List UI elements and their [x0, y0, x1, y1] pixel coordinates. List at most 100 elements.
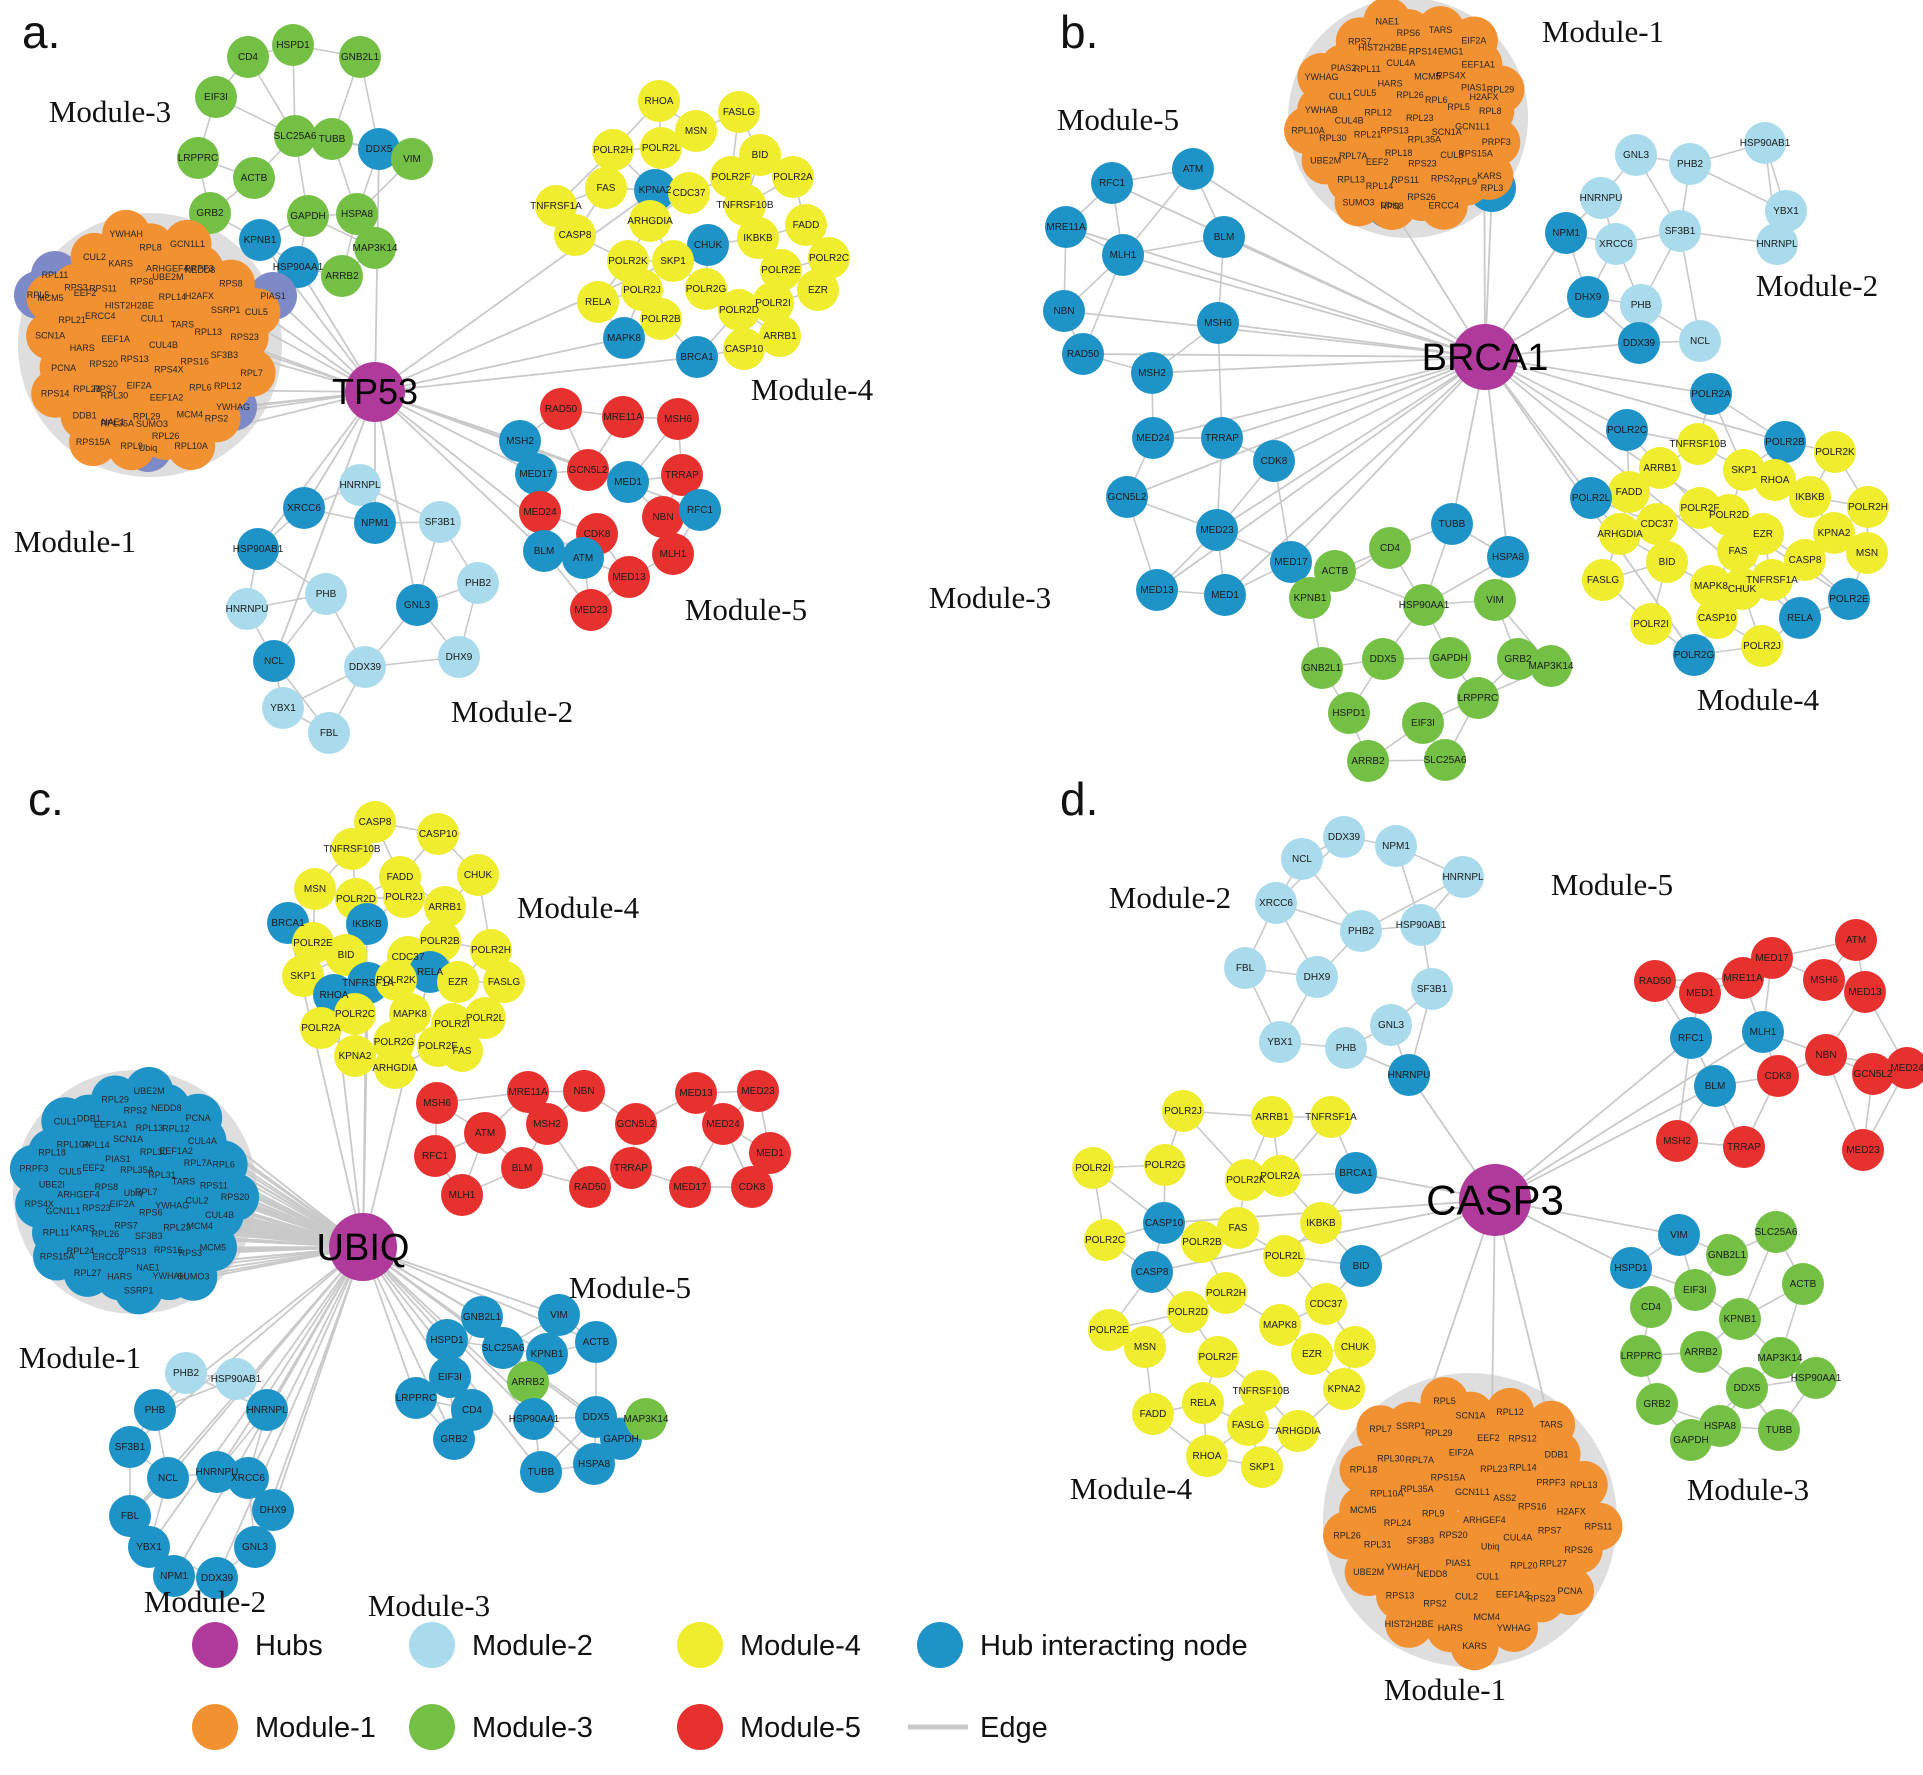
gene-node	[109, 1426, 151, 1468]
gene-node-label: HSPD1	[430, 1335, 464, 1346]
hub-edge	[374, 391, 545, 552]
gene-node-label: BRCA1	[680, 352, 714, 363]
gene-node-label: ARHGDIA	[1597, 529, 1643, 540]
gene-node	[1181, 1221, 1223, 1263]
gene-node	[1284, 106, 1333, 155]
gene-node	[26, 311, 75, 360]
gene-node-label: YBX1	[136, 1542, 162, 1553]
gene-node-label: SF3B3	[1407, 1535, 1435, 1545]
gene-node-label: RPS2	[205, 413, 229, 423]
gene-node-label: RPS4X	[154, 365, 184, 375]
gene-node-label: NPM1	[160, 1571, 188, 1582]
gene-node	[1084, 1219, 1126, 1261]
gene-node	[1328, 692, 1370, 734]
gene-node-label: CHUK	[464, 870, 493, 881]
gene-node-label: SUMO3	[136, 419, 168, 429]
module-title: Module-4	[517, 890, 640, 925]
legend-label: Module-2	[472, 1630, 593, 1662]
gene-node	[1449, 16, 1498, 65]
gene-node	[1886, 1047, 1923, 1089]
gene-node-label: RPL20	[1510, 1560, 1538, 1570]
gene-node-label: POLR2K	[376, 975, 416, 986]
gene-node-label: POLR2L	[642, 143, 681, 154]
gene-node-label: SUMO3	[1343, 197, 1375, 207]
gene-node-label: MED24	[1136, 433, 1170, 444]
gene-node-label: RPS11	[200, 1180, 228, 1190]
gene-node-label: SF3B3	[211, 350, 239, 360]
legend-swatch-module-3	[409, 1704, 455, 1750]
legend-label: Module-3	[472, 1712, 593, 1744]
gene-node	[1420, 1377, 1469, 1426]
module-title: Module-3	[49, 94, 171, 129]
gene-node-label: MED1	[1211, 590, 1239, 601]
gene-node	[1251, 1096, 1293, 1138]
gene-node	[797, 269, 839, 311]
gene-node-label: ATM	[1183, 164, 1203, 175]
gene-node	[339, 464, 381, 506]
gene-node-label: NPM1	[1552, 228, 1580, 239]
gene-node	[1241, 1446, 1283, 1488]
gene-node-label: MED24	[1890, 1063, 1923, 1074]
legend-label: Hubs	[255, 1630, 323, 1662]
gene-node-label: MLH1	[1750, 1027, 1777, 1038]
gene-node-label: RPL35A	[1400, 1484, 1434, 1494]
gene-node-label: POLR2J	[1743, 641, 1781, 652]
gene-node	[237, 528, 279, 570]
gene-node-label: RPS2	[1423, 1599, 1447, 1609]
gene-node-label: MAPK8	[393, 1009, 427, 1020]
gene-node-label: GCN5L2	[617, 1119, 656, 1130]
gene-node-label: CDK8	[1765, 1071, 1792, 1082]
gene-node	[336, 193, 378, 235]
gene-node-label: POLR2B	[1182, 1237, 1222, 1248]
gene-node	[227, 36, 269, 78]
gene-node	[215, 1358, 257, 1400]
gene-node-label: EIF3I	[204, 92, 228, 103]
panel-letter: d.	[1060, 773, 1098, 825]
gene-node	[1606, 409, 1648, 451]
gene-node-label: GNL3	[1378, 1020, 1405, 1031]
gene-node-label: RPS23	[230, 332, 259, 342]
gene-node	[1356, 1405, 1405, 1454]
gene-node-label: NCL	[1690, 336, 1710, 347]
gene-node-label: EZR	[448, 977, 468, 988]
gene-node-label: MLH1	[1110, 250, 1137, 261]
gene-node	[1240, 1370, 1282, 1412]
gene-node	[165, 1352, 207, 1394]
gene-node	[287, 195, 329, 237]
gene-node-label: ASS2	[1493, 1493, 1516, 1503]
gene-node-label: ARRB1	[1643, 463, 1677, 474]
gene-node	[499, 420, 541, 462]
gene-node	[675, 110, 717, 152]
module-title: Module-4	[1070, 1471, 1193, 1506]
gene-node-label: RPL27	[1539, 1559, 1567, 1569]
gene-node-label: RPS6	[139, 1207, 163, 1217]
hub-edge	[362, 1246, 455, 1440]
gene-node-label: GCN5L2	[569, 465, 608, 476]
hub-edge	[1151, 356, 1486, 374]
gene-node	[292, 922, 334, 964]
gene-node	[603, 317, 645, 359]
gene-node-label: CUL2	[185, 1195, 208, 1205]
gene-node	[1301, 647, 1343, 689]
legend-swatch-hub-interacting-node	[917, 1622, 963, 1668]
gene-node-label: RAD50	[574, 1182, 607, 1193]
gene-node-label: SLC25A6	[482, 1343, 525, 1354]
panel-letter: b.	[1060, 6, 1098, 58]
gene-node-label: LRPPRC	[178, 153, 219, 164]
gene-node-label: MED1	[614, 477, 642, 488]
gene-node-label: RPL7	[135, 1187, 158, 1197]
gene-node-label: ATM	[573, 553, 593, 564]
gene-node-label: HSP90AB1	[1396, 920, 1447, 931]
gene-node	[1527, 1400, 1576, 1449]
gene-node-label: CDC37	[1310, 1299, 1343, 1310]
gene-node-label: MSN	[304, 884, 326, 895]
gene-node-label: MSN	[685, 126, 707, 137]
gene-node-label: SF3B1	[1417, 984, 1448, 995]
module-title: Module-3	[1687, 1472, 1809, 1507]
gene-node-label: HNRNPL	[1756, 239, 1798, 250]
gene-node-label: RPL29	[133, 411, 161, 421]
gene-node-label: KPNB1	[1294, 593, 1327, 604]
gene-node-label: KPNB1	[1724, 1314, 1757, 1325]
gene-node-label: RPL12	[1364, 108, 1392, 118]
